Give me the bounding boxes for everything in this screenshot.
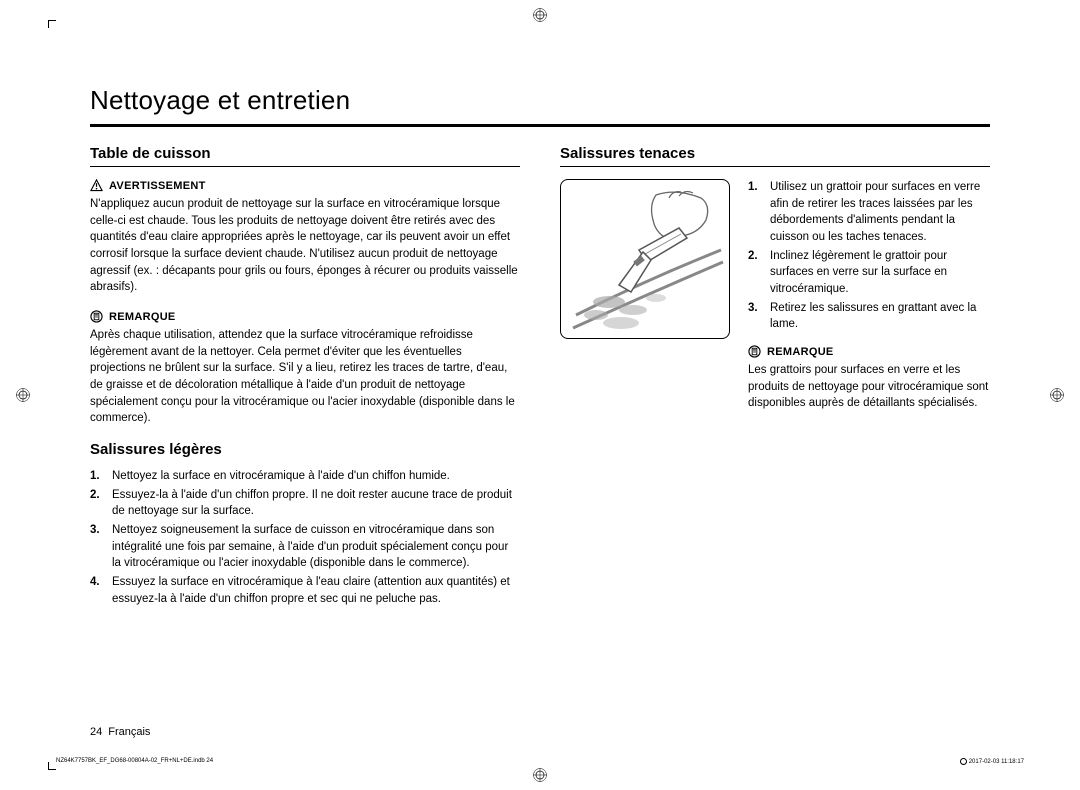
list-item: Inclinez légèrement le grattoir pour sur…: [748, 248, 990, 298]
print-timestamp: 2017-02-03 11:18:17: [960, 758, 1024, 765]
note-label-row: REMARQUE: [90, 310, 520, 323]
note-label: REMARQUE: [109, 311, 176, 323]
list-item: Essuyez la surface en vitrocéramique à l…: [90, 574, 520, 607]
warning-icon: [90, 179, 103, 192]
registration-mark-top: [533, 8, 547, 22]
scraper-illustration: [560, 179, 730, 339]
list-item: Nettoyez la surface en vitrocéramique à …: [90, 468, 520, 485]
section-divider: [90, 166, 520, 167]
crop-mark: [48, 762, 56, 770]
note-icon: [90, 310, 103, 323]
title-divider: [90, 124, 990, 127]
light-dirt-steps: Nettoyez la surface en vitrocéramique à …: [90, 468, 520, 607]
list-item: Retirez les salissures en grattant avec …: [748, 300, 990, 333]
page-title: Nettoyage et entretien: [90, 85, 990, 116]
warning-label-row: AVERTISSEMENT: [90, 179, 520, 192]
stubborn-dirt-steps: Utilisez un grattoir pour surfaces en ve…: [748, 179, 990, 333]
warning-text: N'appliquez aucun produit de nettoyage s…: [90, 196, 520, 296]
registration-mark-left: [16, 388, 30, 402]
registration-mark-right: [1050, 388, 1064, 402]
section-title-stubborn: Salissures tenaces: [560, 145, 990, 162]
page-number: 24: [90, 726, 102, 738]
section-divider: [560, 166, 990, 167]
list-item: Essuyez-la à l'aide d'un chiffon propre.…: [90, 487, 520, 520]
page-footer: 24 Français: [90, 726, 150, 738]
list-item: Nettoyez soigneusement la surface de cui…: [90, 522, 520, 572]
crop-mark: [48, 20, 56, 28]
note-icon: [748, 345, 761, 358]
section-title-cooktop: Table de cuisson: [90, 145, 520, 162]
list-item: Utilisez un grattoir pour surfaces en ve…: [748, 179, 990, 246]
warning-label: AVERTISSEMENT: [109, 180, 206, 192]
right-column: Salissures tenaces: [560, 145, 990, 609]
left-column: Table de cuisson AVERTISSEMENT N'appliqu…: [90, 145, 520, 609]
note-text: Après chaque utilisation, attendez que l…: [90, 327, 520, 427]
note-text-right: Les grattoirs pour surfaces en verre et …: [748, 362, 990, 412]
note-label-row-right: REMARQUE: [748, 345, 990, 358]
page-language: Français: [108, 726, 150, 738]
subheading-light-dirt: Salissures légères: [90, 441, 520, 458]
registration-mark-bottom: [533, 768, 547, 782]
note-label: REMARQUE: [767, 346, 834, 358]
print-job-id: NZ64K7757BK_EF_DG68-00804A-02_FR+NL+DE.i…: [56, 758, 213, 764]
